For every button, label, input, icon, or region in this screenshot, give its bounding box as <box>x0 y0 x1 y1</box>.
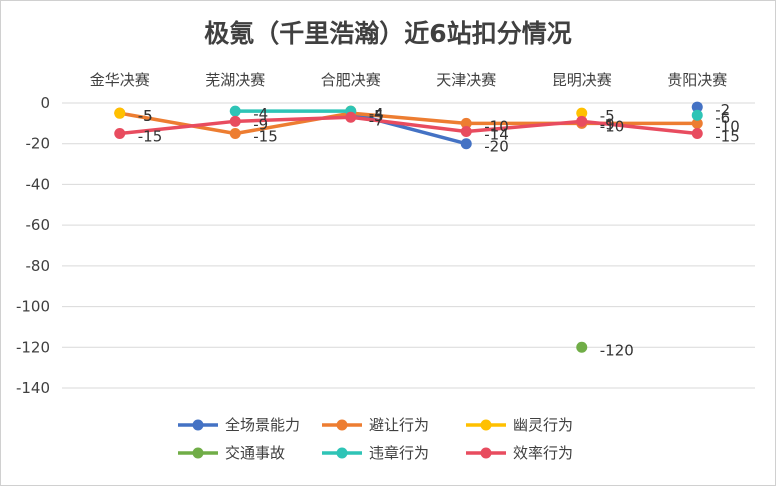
series <box>114 101 703 353</box>
y-tick-label: -40 <box>26 175 51 193</box>
data-label: -15 <box>138 128 163 146</box>
legend-label: 效率行为 <box>513 444 573 462</box>
data-point <box>460 138 472 150</box>
series-line-segment <box>580 119 699 136</box>
legend-label: 幽灵行为 <box>513 416 573 434</box>
data-label: -9 <box>253 115 268 133</box>
data-label: -4 <box>369 105 384 123</box>
x-category-label: 贵阳决赛 <box>667 71 727 89</box>
legend-label: 交通事故 <box>225 444 285 462</box>
data-point <box>460 117 472 129</box>
legend-marker <box>336 419 348 431</box>
data-label: -9 <box>600 115 615 133</box>
data-label: -5 <box>369 107 384 125</box>
legend-item: 效率行为 <box>466 444 573 462</box>
data-point <box>576 115 588 127</box>
data-label: -10 <box>600 117 625 135</box>
x-category-label: 昆明决赛 <box>552 71 612 89</box>
legend-item: 全场景能力 <box>178 416 300 434</box>
data-label: -120 <box>600 341 634 359</box>
series-line-segment <box>464 119 584 134</box>
series-line-segment <box>233 115 353 124</box>
legend-marker <box>192 419 204 431</box>
data-point <box>576 341 588 353</box>
legend-marker <box>192 447 204 459</box>
data-label: -14 <box>484 126 509 144</box>
x-category-label: 芜湖决赛 <box>205 71 265 89</box>
legend-marker <box>480 447 492 459</box>
x-category-label: 合肥决赛 <box>321 71 381 89</box>
series-4 <box>576 341 588 353</box>
data-label: -10 <box>715 117 740 135</box>
data-point <box>691 117 703 129</box>
data-point <box>229 115 241 127</box>
data-label: -4 <box>253 105 268 123</box>
data-label: -2 <box>715 101 730 119</box>
y-tick-label: -20 <box>26 135 51 153</box>
y-tick-label: 0 <box>40 94 50 112</box>
legend-label: 全场景能力 <box>225 416 300 434</box>
axes: 0 -20 -40 -60 -80 -100 -120 -140 金华决赛 芜湖决赛 合肥决赛 天津决… <box>16 71 727 397</box>
legend-label: 违章行为 <box>369 444 429 462</box>
chart-title: 极氪（千里浩瀚）近6站扣分情况 <box>204 19 572 48</box>
legend-label: 避让行为 <box>369 416 429 434</box>
data-point <box>460 126 472 137</box>
data-label: -5 <box>600 107 615 125</box>
data-label: -20 <box>484 138 509 156</box>
y-tick-label: -100 <box>16 298 50 316</box>
data-label: -15 <box>715 128 740 146</box>
data-label: -6 <box>715 109 730 127</box>
data-label: -15 <box>253 128 278 146</box>
data-point <box>691 109 703 121</box>
legend-marker <box>480 419 492 431</box>
x-category-label: 天津决赛 <box>436 71 496 89</box>
legend-item: 交通事故 <box>178 444 285 462</box>
legend-item: 幽灵行为 <box>466 416 573 434</box>
data-label: -7 <box>369 111 384 129</box>
gridlines <box>62 102 755 389</box>
series-line-segment <box>349 115 468 134</box>
data-label: -5 <box>138 107 153 125</box>
data-point <box>691 101 703 113</box>
y-tick-label: -140 <box>16 379 50 397</box>
data-label: -4 <box>369 105 384 123</box>
series-line-segment <box>349 111 468 126</box>
series-line-segment <box>118 111 237 136</box>
data-point <box>229 128 241 140</box>
data-point <box>114 128 126 140</box>
data-label: -10 <box>484 117 509 135</box>
y-tick-label: -120 <box>16 338 50 356</box>
series-6 <box>114 111 703 140</box>
y-tick-label: -60 <box>26 216 51 234</box>
data-point <box>229 105 241 117</box>
y-tick-label: -80 <box>26 257 51 275</box>
series-5 <box>229 105 703 121</box>
data-point <box>114 107 126 119</box>
series-line-segment <box>118 119 237 136</box>
data-point <box>691 128 703 140</box>
data-point <box>576 107 588 119</box>
data-labels: -5-20-2-5-15-5-10 -10 -10-5 -4 -5-120-4 -4 -6-… <box>138 101 740 359</box>
legend-item: 违章行为 <box>322 444 429 462</box>
legend-item: 避让行为 <box>322 416 429 434</box>
x-category-label: 金华决赛 <box>90 71 150 89</box>
data-label: -5 <box>369 107 384 125</box>
legend-marker <box>336 447 348 459</box>
data-point <box>345 111 357 123</box>
data-label: -5 <box>138 107 153 125</box>
